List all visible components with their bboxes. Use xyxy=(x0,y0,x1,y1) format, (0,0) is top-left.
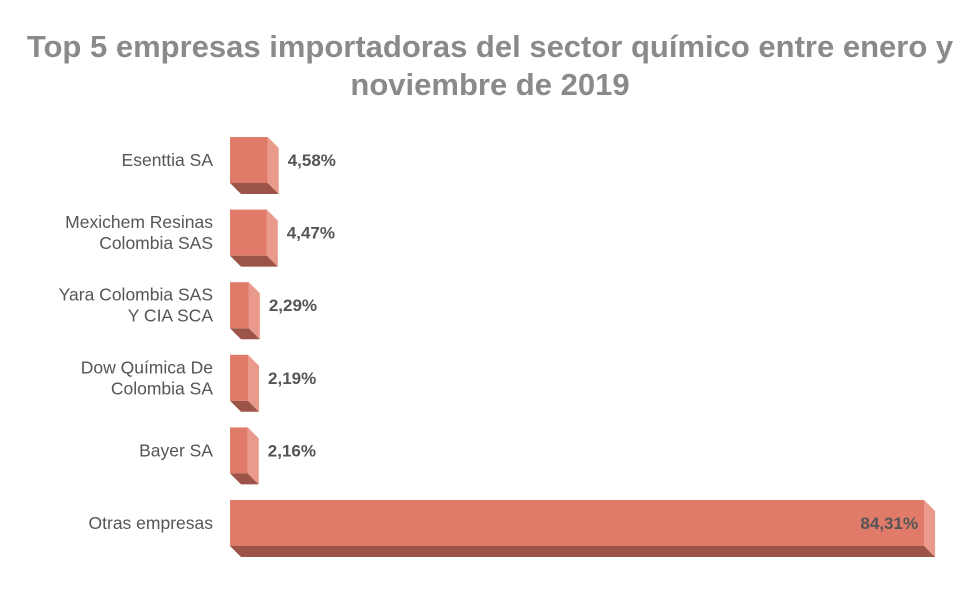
bar-front-face xyxy=(230,427,248,474)
bar-bottom-face xyxy=(230,400,260,412)
bar-side-face xyxy=(266,209,278,267)
bar-front-face xyxy=(230,209,267,256)
bar-side-face xyxy=(248,282,260,340)
data-label: 84,31% xyxy=(860,514,918,533)
data-label: 2,16% xyxy=(268,441,316,460)
bar-front-face xyxy=(230,282,249,329)
category-label: Esenttia SA xyxy=(122,150,214,170)
category-label: Bayer SA xyxy=(139,440,213,460)
data-label: 2,29% xyxy=(269,296,317,315)
bar xyxy=(230,500,936,557)
value-labels: 4,58% 4,47% 2,29% 2,19% 2,16% 84,31% xyxy=(268,151,918,533)
bar-front-face xyxy=(230,500,925,546)
bar-front-face xyxy=(230,354,249,401)
bars-layer xyxy=(230,137,936,557)
category-label: Y CIA SCA xyxy=(128,306,214,326)
category-label: Mexichem Resinas xyxy=(65,212,213,232)
category-label: Otras empresas xyxy=(89,513,214,533)
category-label: Yara Colombia SAS xyxy=(59,285,213,305)
bar xyxy=(230,427,259,485)
bar-bottom-face xyxy=(230,473,259,485)
bar-side-face xyxy=(248,354,260,412)
bar-front-face xyxy=(230,137,268,183)
bar-bottom-face xyxy=(230,255,278,267)
category-label: Colombia SA xyxy=(111,378,213,398)
bar-bottom-face xyxy=(230,328,260,340)
bar xyxy=(230,137,279,194)
bar-side-face xyxy=(267,137,279,194)
bar xyxy=(230,282,260,340)
category-label: Dow Química De xyxy=(81,357,213,377)
chart-title: Top 5 empresas importadoras del sector q… xyxy=(26,29,954,102)
data-label: 4,47% xyxy=(287,224,335,243)
bar-side-face xyxy=(247,427,259,485)
bar xyxy=(230,209,278,267)
data-label: 4,58% xyxy=(288,151,336,170)
category-label: Colombia SAS xyxy=(99,233,213,253)
bar-bottom-face xyxy=(230,546,936,557)
data-label: 2,19% xyxy=(268,369,316,388)
bar-side-face xyxy=(924,500,936,557)
bar-bottom-face xyxy=(230,183,279,194)
bar xyxy=(230,354,260,412)
